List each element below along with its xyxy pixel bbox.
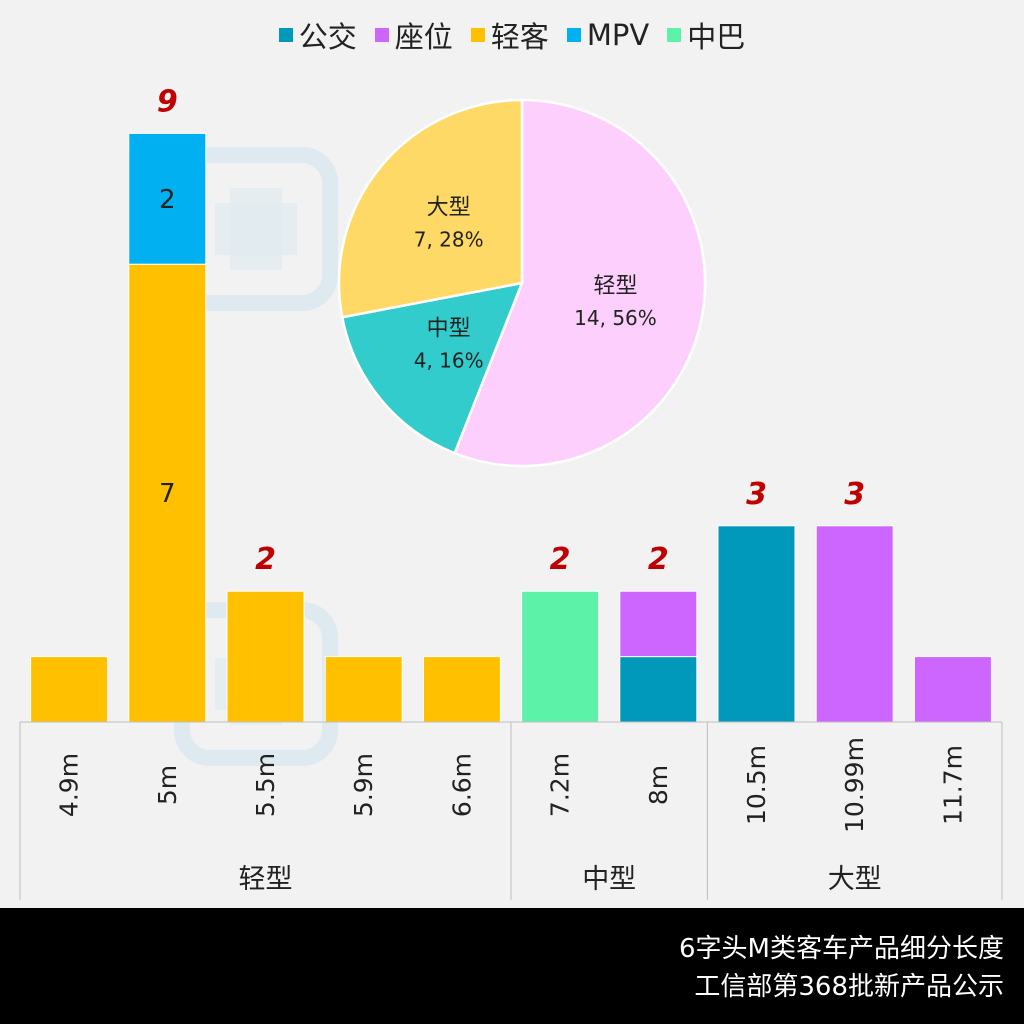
- bar-segment: [422, 656, 501, 723]
- pie-slice: [337, 98, 524, 319]
- legend-label: 公交: [298, 20, 357, 54]
- bar-segment: [226, 590, 305, 723]
- category-tick-label: 7.2m: [546, 753, 575, 817]
- group-label: 中型: [582, 864, 636, 895]
- pie-value-label: 14, 56%: [574, 306, 657, 330]
- legend-label: MPV: [586, 18, 650, 52]
- legend: 公交 座位 轻客 MPV 中巴: [0, 14, 1024, 56]
- total-label: 2: [255, 542, 276, 577]
- legend-swatch: [667, 28, 682, 42]
- category-tick-label: 8m: [644, 765, 673, 805]
- total-label: 2: [550, 542, 571, 577]
- pie-slice: [340, 281, 524, 455]
- bar-segment: [30, 656, 109, 723]
- legend-item: 中巴: [667, 14, 745, 56]
- legend-label: 中巴: [687, 20, 746, 54]
- bar-segment: [815, 525, 894, 723]
- bar-segment: [619, 590, 698, 658]
- legend-item: 公交: [278, 14, 357, 56]
- total-label: 3: [844, 477, 865, 512]
- category-tick-label: 11.7m: [938, 745, 967, 825]
- legend-label: 座位: [394, 20, 453, 54]
- legend-swatch: [470, 28, 485, 42]
- legend-item: 座位: [374, 14, 453, 56]
- pie-label: 中型: [427, 317, 471, 342]
- bar-segment: [717, 525, 796, 723]
- category-tick-label: 4.9m: [55, 753, 84, 817]
- bar-segment: [324, 656, 403, 723]
- group-label: 轻型: [239, 864, 293, 895]
- footer: 6字头M类客车产品细分长度 工信部第368批新产品公示: [0, 908, 1024, 1024]
- pie-label: 轻型: [593, 274, 637, 299]
- footer-title: 6字头M类客车产品细分长度: [679, 934, 1004, 964]
- total-label: 3: [746, 477, 767, 512]
- group-label: 大型: [828, 864, 882, 895]
- legend-swatch: [374, 28, 389, 42]
- bar-segment: [128, 132, 207, 265]
- category-tick-label: 10.5m: [742, 745, 771, 825]
- footer-subtitle: 工信部第368批新产品公示: [694, 972, 1004, 1002]
- pie-slice: [453, 98, 707, 468]
- bar-segment: [619, 656, 698, 723]
- category-tick-label: 5m: [153, 765, 182, 805]
- total-label: 9: [157, 84, 178, 119]
- pie-label: 大型: [427, 195, 471, 220]
- legend-swatch: [278, 28, 293, 42]
- legend-label: 轻客: [490, 20, 549, 54]
- category-tick-label: 10.99m: [840, 737, 869, 833]
- bar-segment: [913, 656, 992, 723]
- pie-value-label: 7, 28%: [414, 227, 484, 251]
- total-label: 2: [648, 542, 669, 577]
- watermark-logo-cross: [215, 203, 297, 255]
- segment-label: 2: [159, 185, 176, 215]
- legend-item: 轻客: [470, 14, 549, 56]
- legend-swatch: [566, 28, 581, 42]
- category-tick-label: 5.9m: [349, 753, 378, 817]
- category-tick-label: 5.5m: [251, 753, 280, 817]
- category-tick-label: 6.6m: [447, 753, 476, 817]
- pie-value-label: 4, 16%: [414, 349, 484, 373]
- bar-segment: [521, 590, 600, 723]
- bar-segment: [128, 263, 207, 723]
- legend-item: MPV: [566, 14, 650, 56]
- segment-label: 7: [159, 479, 176, 509]
